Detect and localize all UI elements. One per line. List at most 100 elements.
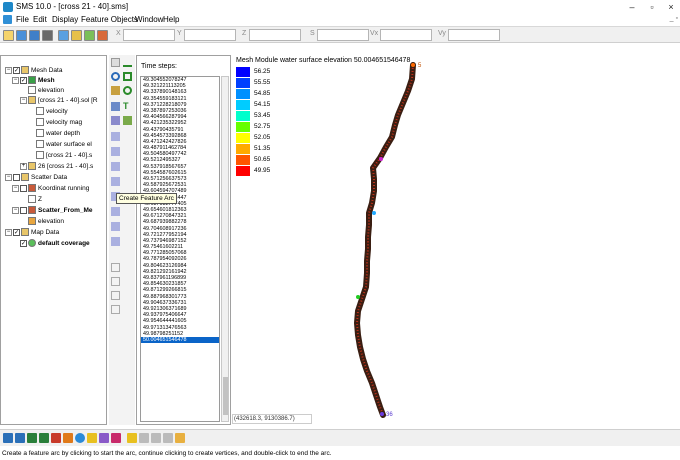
menu-display[interactable]: Display xyxy=(52,15,78,24)
expand-icon[interactable]: + xyxy=(20,163,27,170)
text-tool-icon[interactable]: T xyxy=(123,102,132,111)
tree-velocity[interactable]: velocity xyxy=(36,107,68,117)
gis-module-icon[interactable] xyxy=(51,433,61,443)
tree-scatter-data[interactable]: − Scatter Data xyxy=(5,173,67,183)
folder-icon xyxy=(28,162,36,170)
feature-node[interactable] xyxy=(411,63,415,67)
tree-mesh-data[interactable]: − ✓ Mesh Data xyxy=(5,66,62,76)
open-icon[interactable] xyxy=(16,30,27,41)
collapse-icon[interactable]: − xyxy=(5,174,12,181)
tree-scatter-elevation[interactable]: elevation xyxy=(28,217,64,227)
save-icon[interactable] xyxy=(29,30,40,41)
time-steps-list[interactable]: 49.304552078247 49.321221113205 49.3378901… xyxy=(140,76,220,422)
tree-elevation[interactable]: elevation xyxy=(28,86,64,96)
s-field[interactable] xyxy=(317,29,369,41)
pan-tool-icon[interactable] xyxy=(111,86,120,95)
create-arc-tool-icon[interactable] xyxy=(111,116,120,125)
polygon-tool-icon[interactable] xyxy=(123,72,132,81)
vx-field[interactable] xyxy=(380,29,432,41)
annotation-icon[interactable] xyxy=(87,433,97,443)
tree-z[interactable]: Z xyxy=(28,195,42,205)
scrollbar-thumb[interactable] xyxy=(223,377,228,415)
tree-scatter-from[interactable]: − Scatter_From_Me xyxy=(12,206,93,216)
mesh-canvas[interactable]: 5 36 xyxy=(232,55,680,425)
maximize-button[interactable]: ▫ xyxy=(643,1,661,13)
document-window-buttons[interactable]: _ ▫ xyxy=(670,15,678,22)
checkbox-icon[interactable] xyxy=(13,174,20,181)
scatter-module-icon[interactable] xyxy=(27,433,37,443)
node-tool-icon[interactable] xyxy=(123,86,132,95)
mesh-module-icon[interactable] xyxy=(3,433,13,443)
feature-node[interactable] xyxy=(380,412,384,416)
node-label-bottom: 36 xyxy=(386,412,393,418)
zoom-icon[interactable] xyxy=(71,30,82,41)
time-steps-scrollbar[interactable] xyxy=(221,76,229,422)
checkbox-icon[interactable] xyxy=(20,207,27,214)
arc-tool-icon[interactable] xyxy=(123,58,132,67)
window-icon[interactable] xyxy=(175,433,185,443)
vertex-tool-icon[interactable] xyxy=(111,132,120,141)
info-icon[interactable] xyxy=(127,433,137,443)
menu-edit[interactable]: Edit xyxy=(33,15,47,24)
menu-window[interactable]: Window xyxy=(135,15,163,24)
collapse-icon[interactable]: − xyxy=(12,207,19,214)
tree-water-surface[interactable]: water surface el xyxy=(36,140,92,150)
feature-node[interactable] xyxy=(372,211,376,215)
plot-icon[interactable] xyxy=(111,433,121,443)
rotate-tool-icon[interactable] xyxy=(111,102,120,111)
menu-feature-objects[interactable]: Feature Objects xyxy=(81,15,138,24)
cartesian-grid-module-icon[interactable] xyxy=(15,433,25,443)
map-module-icon[interactable] xyxy=(39,433,49,443)
rotate-icon[interactable] xyxy=(97,30,108,41)
y-field[interactable] xyxy=(184,29,236,41)
select-vertex-tool-icon[interactable] xyxy=(111,162,120,171)
feature-node[interactable] xyxy=(379,157,383,161)
checkbox-icon[interactable] xyxy=(20,185,27,192)
checkbox-checked-icon[interactable]: ✓ xyxy=(13,67,20,74)
checkbox-checked-icon[interactable]: ✓ xyxy=(20,240,27,247)
zoom-tool-icon[interactable] xyxy=(111,72,120,81)
tree-koordinat[interactable]: − Koordinat running xyxy=(12,184,89,194)
collapse-icon[interactable]: − xyxy=(12,185,19,192)
collapse-icon[interactable]: − xyxy=(5,229,12,236)
close-button[interactable]: × xyxy=(662,1,680,13)
tree-default-coverage[interactable]: ✓ default coverage xyxy=(20,239,90,249)
collapse-icon[interactable]: − xyxy=(5,67,12,74)
select-tool-icon[interactable] xyxy=(111,58,120,67)
menu-help[interactable]: Help xyxy=(163,15,179,24)
collapse-icon[interactable]: − xyxy=(20,97,27,104)
graph-icon[interactable] xyxy=(99,433,109,443)
tree-solution[interactable]: − [cross 21 - 40].sol [R xyxy=(20,96,98,106)
collapse-icon[interactable]: − xyxy=(12,77,19,84)
tree-map-data[interactable]: − ✓ Map Data xyxy=(5,228,59,238)
time-step-item[interactable]: 50.004651546478 xyxy=(141,337,219,343)
x-field[interactable] xyxy=(123,29,175,41)
particle-module-icon[interactable] xyxy=(63,433,73,443)
create-feature-arc-tool-icon[interactable] xyxy=(111,237,120,246)
minimize-button[interactable]: – xyxy=(623,1,641,13)
menu-file[interactable]: File xyxy=(16,15,29,24)
y-label: Y xyxy=(177,30,182,37)
graphics-window[interactable]: Mesh Module water surface elevation 50.0… xyxy=(232,55,680,425)
select-arc-tool-icon[interactable] xyxy=(111,147,120,156)
vy-field[interactable] xyxy=(448,29,500,41)
new-file-icon[interactable] xyxy=(3,30,14,41)
z-field[interactable] xyxy=(249,29,301,41)
frame-icon[interactable] xyxy=(58,30,69,41)
tree-water-depth[interactable]: water depth xyxy=(36,129,80,139)
globe-icon[interactable] xyxy=(75,433,85,443)
checkbox-checked-icon[interactable]: ✓ xyxy=(20,77,27,84)
vector-dataset-icon xyxy=(36,107,44,115)
tree-dataset26[interactable]: +26 [cross 21 - 40].s xyxy=(20,162,93,172)
tree-mesh[interactable]: − ✓ Mesh xyxy=(12,76,55,86)
tree-cross-dataset[interactable]: [cross 21 - 40].s xyxy=(36,151,92,161)
select-element-tool-icon[interactable] xyxy=(111,207,120,216)
image-tool-icon[interactable] xyxy=(123,116,132,125)
display-options-icon[interactable] xyxy=(84,30,95,41)
checkbox-checked-icon[interactable]: ✓ xyxy=(13,229,20,236)
feature-node[interactable] xyxy=(356,295,360,299)
select-nodestring-tool-icon[interactable] xyxy=(111,222,120,231)
tree-velocity-mag[interactable]: velocity mag xyxy=(36,118,82,128)
delete-icon[interactable] xyxy=(42,30,53,41)
select-node-tool-icon[interactable] xyxy=(111,177,120,186)
